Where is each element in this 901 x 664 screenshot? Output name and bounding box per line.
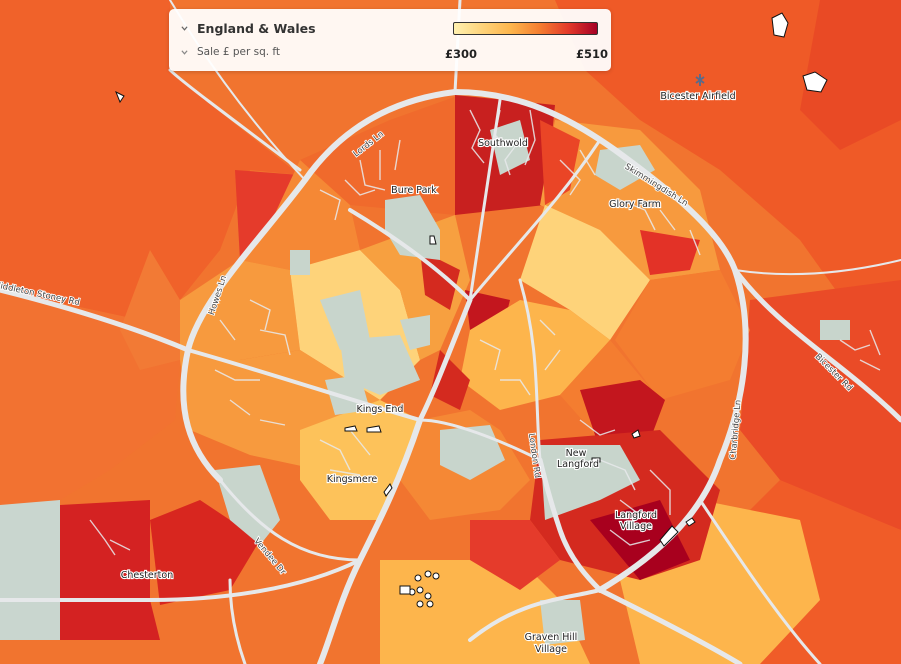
label-langford-village-2: Village: [620, 521, 652, 532]
label-southwold: Southwold: [478, 138, 528, 149]
region-selector[interactable]: England & Wales: [181, 21, 316, 36]
airfield-icon: [695, 74, 705, 86]
building-cluster: [399, 570, 440, 608]
label-chesterton: Chesterton: [121, 570, 173, 581]
chevron-down-icon: [181, 49, 188, 55]
legend-panel: England & Wales Sale £ per sq. ft £300 £…: [169, 9, 611, 71]
label-kingsmere: Kingsmere: [327, 474, 378, 485]
label-bure-park: Bure Park: [391, 185, 437, 196]
label-bicester-airfield: Bicester Airfield: [660, 91, 735, 102]
metric-selector[interactable]: Sale £ per sq. ft: [181, 46, 280, 58]
minor-roads: [89, 109, 881, 556]
label-glory-farm: Glory Farm: [609, 199, 661, 210]
label-new-langford-1: New: [566, 448, 587, 459]
chevron-down-icon: [181, 26, 188, 31]
region-label: England & Wales: [197, 21, 316, 36]
metric-label: Sale £ per sq. ft: [197, 46, 281, 58]
ramp-max-label: £510: [576, 47, 609, 61]
label-graven-hill-1: Graven Hill: [525, 632, 578, 643]
place-labels: Southwold Bure Park Glory Farm Kings End…: [120, 90, 737, 656]
label-kings-end: Kings End: [357, 404, 404, 415]
water-features: [115, 12, 828, 547]
label-graven-hill-2: Village: [535, 644, 567, 655]
ramp-min-label: £300: [445, 47, 478, 61]
color-ramp: [453, 22, 598, 35]
label-new-langford-2: Langford: [557, 459, 599, 470]
green-spaces: [215, 120, 850, 645]
label-langford-village-1: Langford: [615, 510, 657, 521]
